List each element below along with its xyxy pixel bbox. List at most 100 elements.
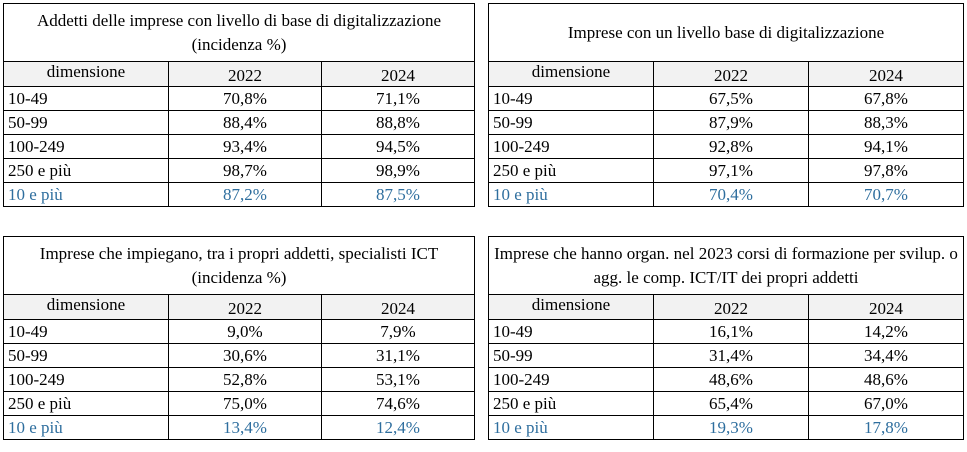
row-label: 10 e più bbox=[3, 182, 169, 207]
row-label: 50-99 bbox=[3, 110, 169, 135]
value-2024: 98,9% bbox=[321, 158, 475, 183]
header-dimensione: dimensione bbox=[488, 294, 654, 320]
table-title: Imprese che hanno organ. nel 2023 corsi … bbox=[487, 236, 965, 295]
value-2022: 48,6% bbox=[653, 367, 809, 392]
table-row: 250 e più 65,4% 67,0% bbox=[488, 391, 965, 416]
value-2022: 52,8% bbox=[168, 367, 322, 392]
value-2022: 31,4% bbox=[653, 343, 809, 368]
value-2024: 74,6% bbox=[320, 391, 476, 416]
table-specialisti-ict: Imprese che impiegano, tra i propri adde… bbox=[2, 236, 476, 440]
value-2022: 70,8% bbox=[168, 86, 322, 111]
value-2024: 87,5% bbox=[321, 182, 475, 207]
value-2024: 94,1% bbox=[807, 134, 965, 159]
value-2022: 92,8% bbox=[653, 134, 809, 159]
header-year-2022: 2022 bbox=[653, 61, 809, 87]
table-row: 10-49 9,0% 7,9% bbox=[3, 319, 476, 344]
value-2024: 97,8% bbox=[807, 158, 965, 183]
row-label: 100-249 bbox=[488, 134, 654, 159]
value-2024: 31,1% bbox=[320, 343, 476, 368]
table-row: 100-249 92,8% 94,1% bbox=[488, 134, 965, 159]
row-label: 250 e più bbox=[3, 158, 169, 183]
row-label: 10 e più bbox=[488, 415, 654, 440]
table-row: 100-249 48,6% 48,6% bbox=[488, 367, 965, 392]
table-title: Imprese con un livello base di digitaliz… bbox=[487, 3, 965, 62]
table-row-total: 10 e più 19,3% 17,8% bbox=[488, 415, 965, 440]
value-2022: 98,7% bbox=[168, 158, 322, 183]
row-label: 50-99 bbox=[488, 110, 654, 135]
row-label: 10 e più bbox=[488, 182, 654, 207]
value-2022: 87,2% bbox=[168, 182, 322, 207]
header-year-2022: 2022 bbox=[168, 61, 322, 87]
value-2024: 53,1% bbox=[320, 367, 476, 392]
table-addetti-digitalizzazione: Addetti delle imprese con livello di bas… bbox=[3, 3, 475, 207]
value-2024: 67,8% bbox=[807, 86, 965, 111]
value-2024: 94,5% bbox=[321, 134, 475, 159]
value-2024: 67,0% bbox=[807, 391, 965, 416]
value-2022: 97,1% bbox=[653, 158, 809, 183]
value-2024: 88,8% bbox=[321, 110, 475, 135]
row-label: 100-249 bbox=[3, 367, 169, 392]
value-2022: 16,1% bbox=[653, 319, 809, 344]
table-row-total: 10 e più 87,2% 87,5% bbox=[3, 182, 475, 207]
table-row-total: 10 e più 13,4% 12,4% bbox=[3, 415, 476, 440]
value-2024: 7,9% bbox=[320, 319, 476, 344]
table-row: 100-249 52,8% 53,1% bbox=[3, 367, 476, 392]
value-2024: 14,2% bbox=[807, 319, 965, 344]
row-label: 10-49 bbox=[488, 86, 654, 111]
value-2024: 17,8% bbox=[807, 415, 965, 440]
table-row: 50-99 88,4% 88,8% bbox=[3, 110, 475, 135]
row-label: 100-249 bbox=[3, 134, 169, 159]
row-label: 250 e più bbox=[3, 391, 169, 416]
table-row: 50-99 87,9% 88,3% bbox=[488, 110, 965, 135]
header-year-2022: 2022 bbox=[168, 294, 322, 320]
header-year-2024: 2024 bbox=[807, 294, 965, 320]
header-dimensione: dimensione bbox=[3, 61, 169, 87]
value-2022: 75,0% bbox=[168, 391, 322, 416]
row-label: 10-49 bbox=[3, 86, 169, 111]
table-row: 10-49 67,5% 67,8% bbox=[488, 86, 965, 111]
value-2024: 48,6% bbox=[807, 367, 965, 392]
table-corsi-formazione-ict: Imprese che hanno organ. nel 2023 corsi … bbox=[487, 236, 965, 440]
header-year-2024: 2024 bbox=[807, 61, 965, 87]
header-dimensione: dimensione bbox=[3, 294, 169, 320]
header-year-2024: 2024 bbox=[321, 61, 475, 87]
header-dimensione: dimensione bbox=[488, 61, 654, 87]
value-2024: 88,3% bbox=[807, 110, 965, 135]
value-2022: 13,4% bbox=[168, 415, 322, 440]
table-title: Addetti delle imprese con livello di bas… bbox=[3, 3, 475, 62]
table-row: 250 e più 97,1% 97,8% bbox=[488, 158, 965, 183]
value-2022: 9,0% bbox=[168, 319, 322, 344]
table-row: 250 e più 75,0% 74,6% bbox=[3, 391, 476, 416]
value-2024: 12,4% bbox=[320, 415, 476, 440]
row-label: 50-99 bbox=[3, 343, 169, 368]
table-title: Imprese che impiegano, tra i propri adde… bbox=[2, 236, 476, 295]
table-row: 250 e più 98,7% 98,9% bbox=[3, 158, 475, 183]
table-row: 50-99 30,6% 31,1% bbox=[3, 343, 476, 368]
table-row-total: 10 e più 70,4% 70,7% bbox=[488, 182, 965, 207]
row-label: 10-49 bbox=[488, 319, 654, 344]
table-row: 100-249 93,4% 94,5% bbox=[3, 134, 475, 159]
row-label: 250 e più bbox=[488, 158, 654, 183]
table-row: 10-49 70,8% 71,1% bbox=[3, 86, 475, 111]
row-label: 10-49 bbox=[3, 319, 169, 344]
value-2022: 65,4% bbox=[653, 391, 809, 416]
value-2022: 70,4% bbox=[653, 182, 809, 207]
row-label: 100-249 bbox=[488, 367, 654, 392]
value-2024: 34,4% bbox=[807, 343, 965, 368]
row-label: 250 e più bbox=[488, 391, 654, 416]
value-2024: 70,7% bbox=[807, 182, 965, 207]
header-year-2022: 2022 bbox=[653, 294, 809, 320]
value-2022: 87,9% bbox=[653, 110, 809, 135]
row-label: 10 e più bbox=[3, 415, 169, 440]
row-label: 50-99 bbox=[488, 343, 654, 368]
value-2022: 30,6% bbox=[168, 343, 322, 368]
table-row: 10-49 16,1% 14,2% bbox=[488, 319, 965, 344]
value-2022: 93,4% bbox=[168, 134, 322, 159]
value-2024: 71,1% bbox=[321, 86, 475, 111]
value-2022: 67,5% bbox=[653, 86, 809, 111]
value-2022: 19,3% bbox=[653, 415, 809, 440]
table-imprese-digitalizzazione: Imprese con un livello base di digitaliz… bbox=[487, 3, 965, 207]
table-row: 50-99 31,4% 34,4% bbox=[488, 343, 965, 368]
header-year-2024: 2024 bbox=[320, 294, 476, 320]
value-2022: 88,4% bbox=[168, 110, 322, 135]
